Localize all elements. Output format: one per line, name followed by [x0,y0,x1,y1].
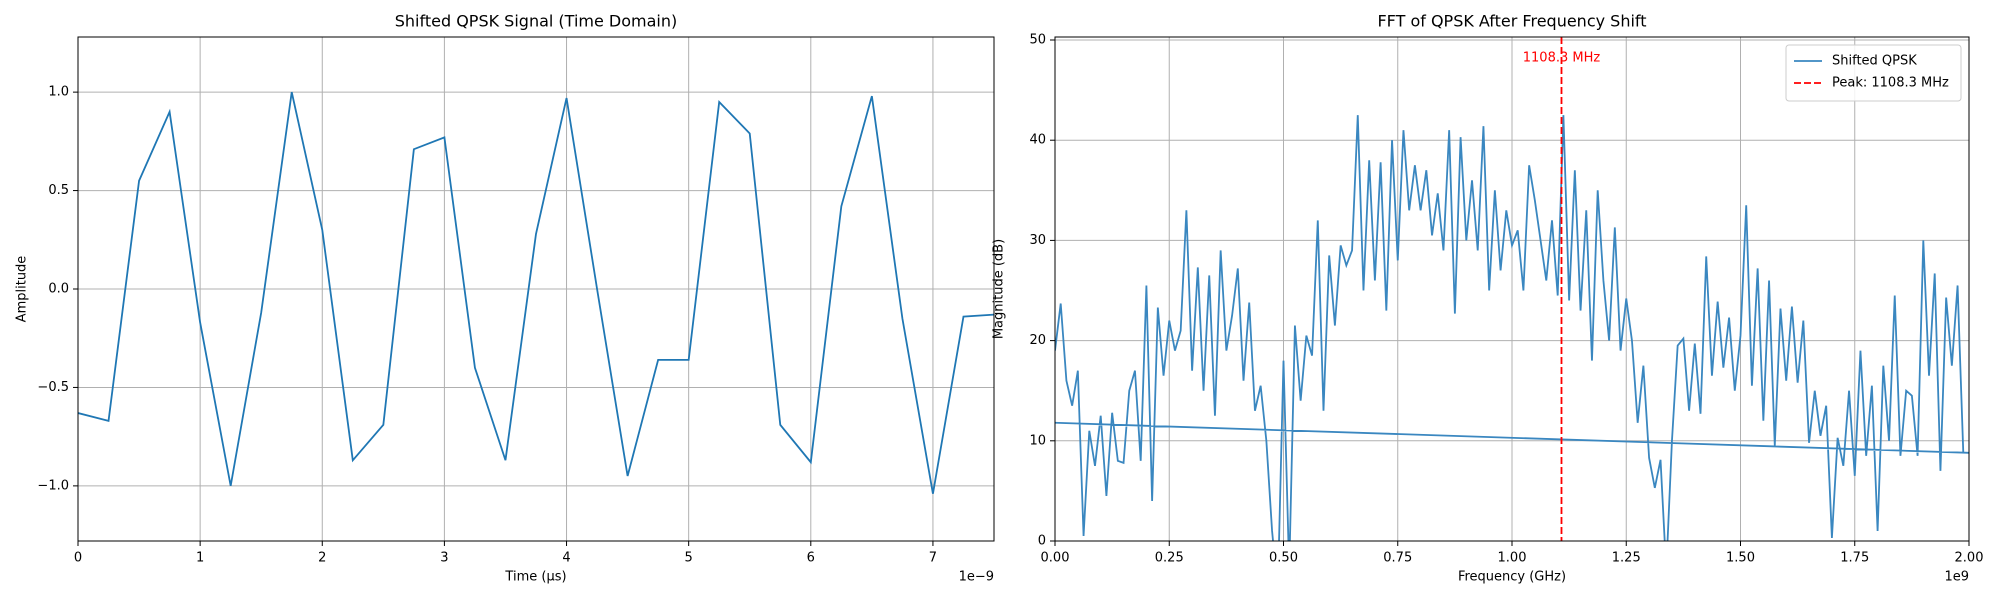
data-line [1055,115,1969,541]
data-line [78,91,994,494]
x-tick-label: 6 [807,551,815,566]
x-offset: 1e9 [1944,570,1969,585]
x-offset: 1e−9 [959,570,994,585]
x-tick-label: 1 [196,551,204,566]
y-tick-label: 30 [1029,233,1046,248]
y-axis-label: Amplitude [15,256,30,323]
y-tick-label: 50 [1029,33,1046,48]
x-axis-label: Frequency (GHz) [1458,570,1566,585]
x-tick-label: 1.50 [1726,551,1755,566]
x-axis-label: Time (µs) [504,570,566,585]
x-tick-label: 0.00 [1041,551,1070,566]
axes-frame [1054,36,1970,542]
axes: 0.00 0.25 0.50 0.75 1.00 1.25 1.50 1.75 2.00 0 10 2… [992,12,1984,585]
legend: Shifted QPSK Peak: 1108.3 MHz [1785,44,1962,102]
x-tick-label: 3 [440,551,448,566]
y-tick-label: 20 [1029,333,1046,348]
y-tick-label: 10 [1029,433,1046,448]
chart-title: FFT of QPSK After Frequency Shift [1377,12,1646,31]
axes: 0 1 2 3 4 5 6 7 −1.0 −0.5 0.0 0.5 1.0 Shifted QPSK Si… [15,12,995,585]
x-tick-label: 0.50 [1269,551,1298,566]
x-tick-label: 1.25 [1612,551,1641,566]
legend-box [1785,44,1962,102]
peak-label: 1108.3 MHz [1523,51,1601,66]
x-tick-label: 5 [685,551,693,566]
legend-label: Shifted QPSK [1832,54,1917,69]
y-tick-label: −1.0 [37,478,69,493]
x-tick-label: 2 [318,551,326,566]
x-tick-label: 1.00 [1498,551,1527,566]
legend-label: Peak: 1108.3 MHz [1832,76,1949,91]
axes-frame [77,36,995,542]
chart-title: Shifted QPSK Signal (Time Domain) [395,12,677,31]
x-tick-label: 7 [929,551,937,566]
y-tick-label: 0.0 [48,282,69,297]
y-axis-label: Magnitude (dB) [992,239,1007,339]
x-tick-label: 0 [74,551,82,566]
x-tick-label: 2.00 [1955,551,1984,566]
y-tick-label: 40 [1029,133,1046,148]
y-tick-label: 0 [1038,534,1046,549]
y-tick-label: 1.0 [48,85,69,100]
y-tick-label: 0.5 [48,183,69,198]
x-tick-label: 4 [562,551,570,566]
x-tick-label: 1.75 [1840,551,1869,566]
y-tick-label: −0.5 [37,380,69,395]
x-tick-label: 0.25 [1155,551,1184,566]
x-tick-label: 0.75 [1383,551,1412,566]
